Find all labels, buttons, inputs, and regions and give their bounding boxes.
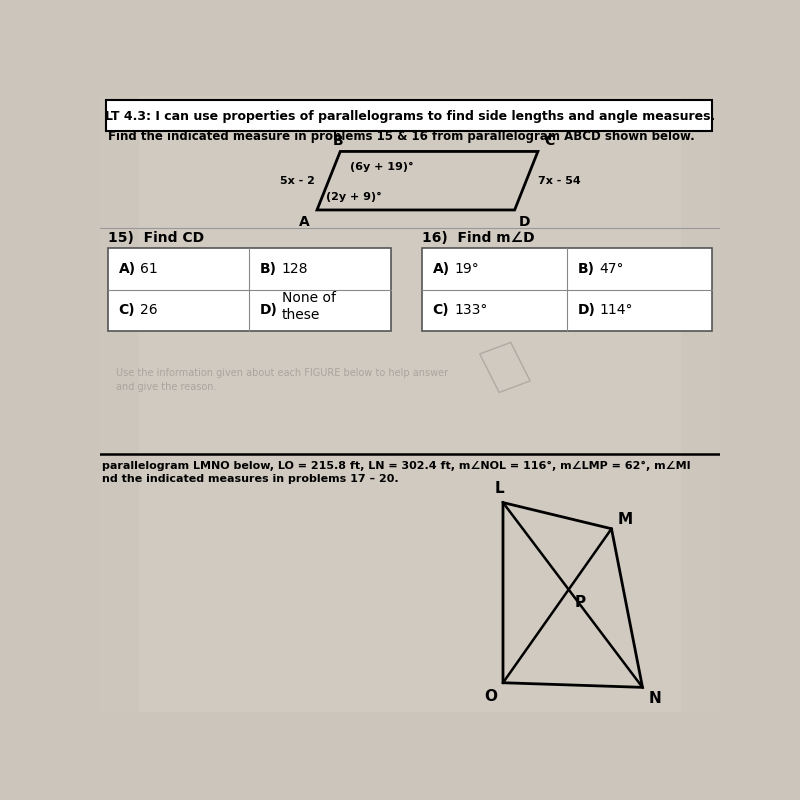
- Text: D: D: [518, 214, 530, 229]
- Text: D): D): [578, 303, 596, 318]
- Text: 128: 128: [282, 262, 308, 276]
- Text: P: P: [574, 595, 586, 610]
- Text: (2y + 9)°: (2y + 9)°: [326, 192, 382, 202]
- Text: B): B): [578, 262, 594, 276]
- Text: 114°: 114°: [599, 303, 633, 318]
- Bar: [138, 96, 682, 712]
- Text: L: L: [494, 482, 504, 496]
- Text: B: B: [333, 134, 343, 147]
- Text: C: C: [544, 134, 554, 147]
- Text: 19°: 19°: [454, 262, 479, 276]
- Text: A: A: [298, 214, 310, 229]
- Text: 7x - 54: 7x - 54: [538, 176, 581, 186]
- Text: O: O: [484, 689, 497, 704]
- Text: 15)  Find CD: 15) Find CD: [108, 231, 204, 246]
- Text: and give the reason.: and give the reason.: [115, 382, 216, 392]
- Text: Find the indicated measure in problems 15 & 16 from parallelogram ABCD shown bel: Find the indicated measure in problems 1…: [108, 130, 694, 143]
- Text: D): D): [260, 303, 278, 318]
- Text: None of
these: None of these: [282, 290, 336, 322]
- Text: 61: 61: [140, 262, 158, 276]
- Text: 133°: 133°: [454, 303, 487, 318]
- Text: 47°: 47°: [599, 262, 624, 276]
- Text: A): A): [118, 262, 136, 276]
- Text: nd the indicated measures in problems 17 – 20.: nd the indicated measures in problems 17…: [102, 474, 399, 484]
- Bar: [106, 100, 712, 130]
- Text: (6y + 19)°: (6y + 19)°: [350, 162, 413, 172]
- Text: C): C): [118, 303, 135, 318]
- Text: C): C): [433, 303, 449, 318]
- Text: parallelogram LMNO below, LO = 215.8 ft, LN = 302.4 ft, m∠NOL = 116°, m∠LMP = 62: parallelogram LMNO below, LO = 215.8 ft,…: [102, 461, 691, 470]
- Bar: [108, 249, 390, 331]
- Text: 16)  Find m∠D: 16) Find m∠D: [422, 231, 534, 246]
- Text: M: M: [618, 512, 633, 527]
- Text: N: N: [649, 691, 662, 706]
- Text: LT 4.3: I can use properties of parallelograms to find side lengths and angle me: LT 4.3: I can use properties of parallel…: [105, 110, 715, 122]
- Text: 5x - 2: 5x - 2: [280, 176, 314, 186]
- Text: A): A): [433, 262, 450, 276]
- Text: Use the information given about each FIGURE below to help answer: Use the information given about each FIG…: [115, 368, 448, 378]
- Bar: [422, 249, 712, 331]
- Text: 26: 26: [140, 303, 158, 318]
- Text: B): B): [260, 262, 277, 276]
